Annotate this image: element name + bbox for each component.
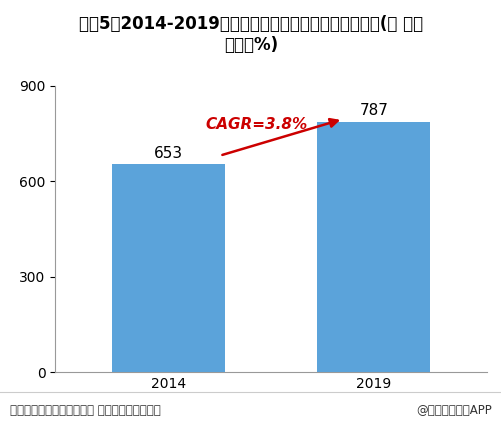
Text: 资料来源：弗若斯特沙利文 前瞻产业研究院整理: 资料来源：弗若斯特沙利文 前瞻产业研究院整理 <box>10 404 160 417</box>
Text: 787: 787 <box>359 104 388 119</box>
Text: 图表5：2014-2019年中国茶饮料市场规模及复合增长率(单 位：
亿元，%): 图表5：2014-2019年中国茶饮料市场规模及复合增长率(单 位： 亿元，%) <box>79 15 422 54</box>
Text: 653: 653 <box>153 146 182 161</box>
Bar <box>317 122 429 372</box>
Text: CAGR=3.8%: CAGR=3.8% <box>205 117 307 132</box>
Text: @前瞻经济学人APP: @前瞻经济学人APP <box>415 404 491 417</box>
Bar <box>112 164 224 372</box>
